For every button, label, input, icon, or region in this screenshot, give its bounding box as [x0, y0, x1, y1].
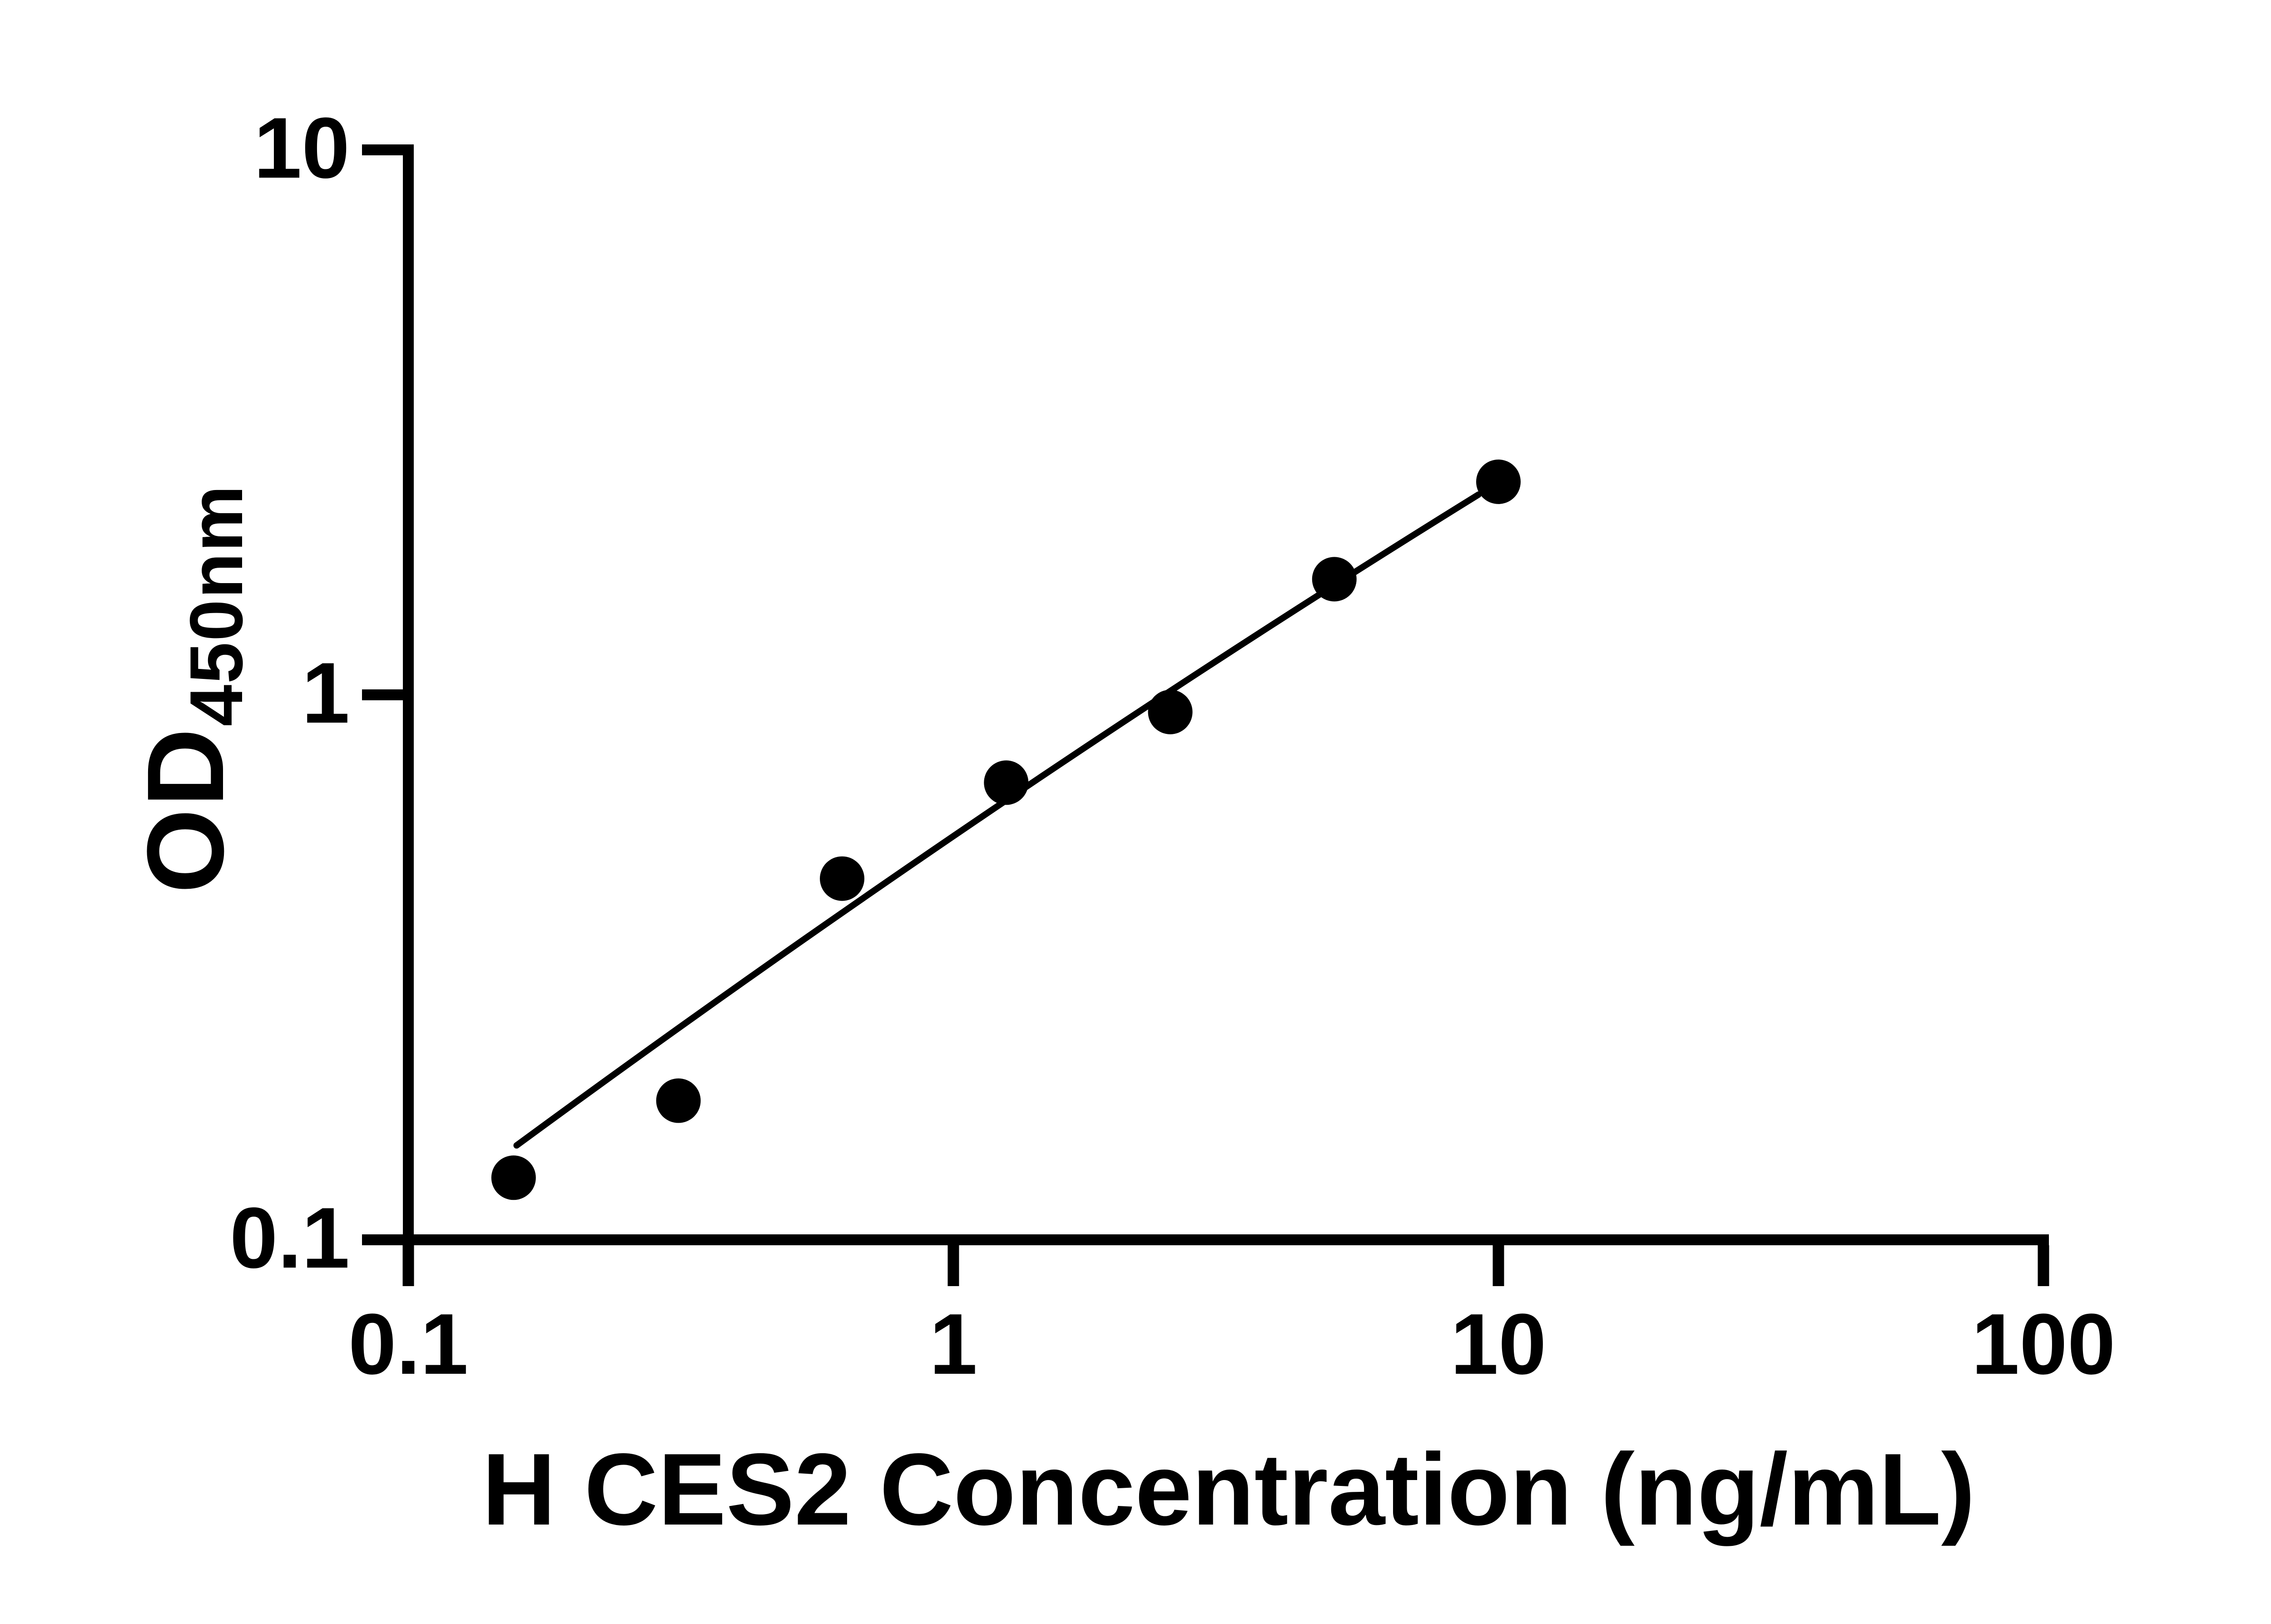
y-tick-label: 0.1	[229, 1190, 350, 1287]
data-point	[1476, 459, 1521, 504]
x-tick-label: 10	[1450, 1296, 1547, 1392]
data-point	[1312, 557, 1357, 602]
x-tick-label: 1	[929, 1296, 977, 1392]
data-point	[820, 856, 865, 901]
x-axis-title: H CES2 Concentration (ng/mL)	[482, 1432, 1975, 1546]
data-point	[656, 1078, 701, 1123]
x-tick-label: 0.1	[348, 1296, 469, 1392]
y-tick-label: 10	[253, 100, 350, 197]
data-point	[1148, 689, 1193, 734]
y-axis-title-subscript: 450nm	[174, 484, 258, 727]
y-tick-label: 1	[302, 645, 350, 742]
data-point	[984, 760, 1029, 805]
y-axis-title: OD450nm	[123, 485, 258, 894]
y-axis-title-main: OD	[124, 726, 246, 894]
x-tick-label: 100	[1971, 1296, 2116, 1392]
data-point	[491, 1155, 536, 1200]
